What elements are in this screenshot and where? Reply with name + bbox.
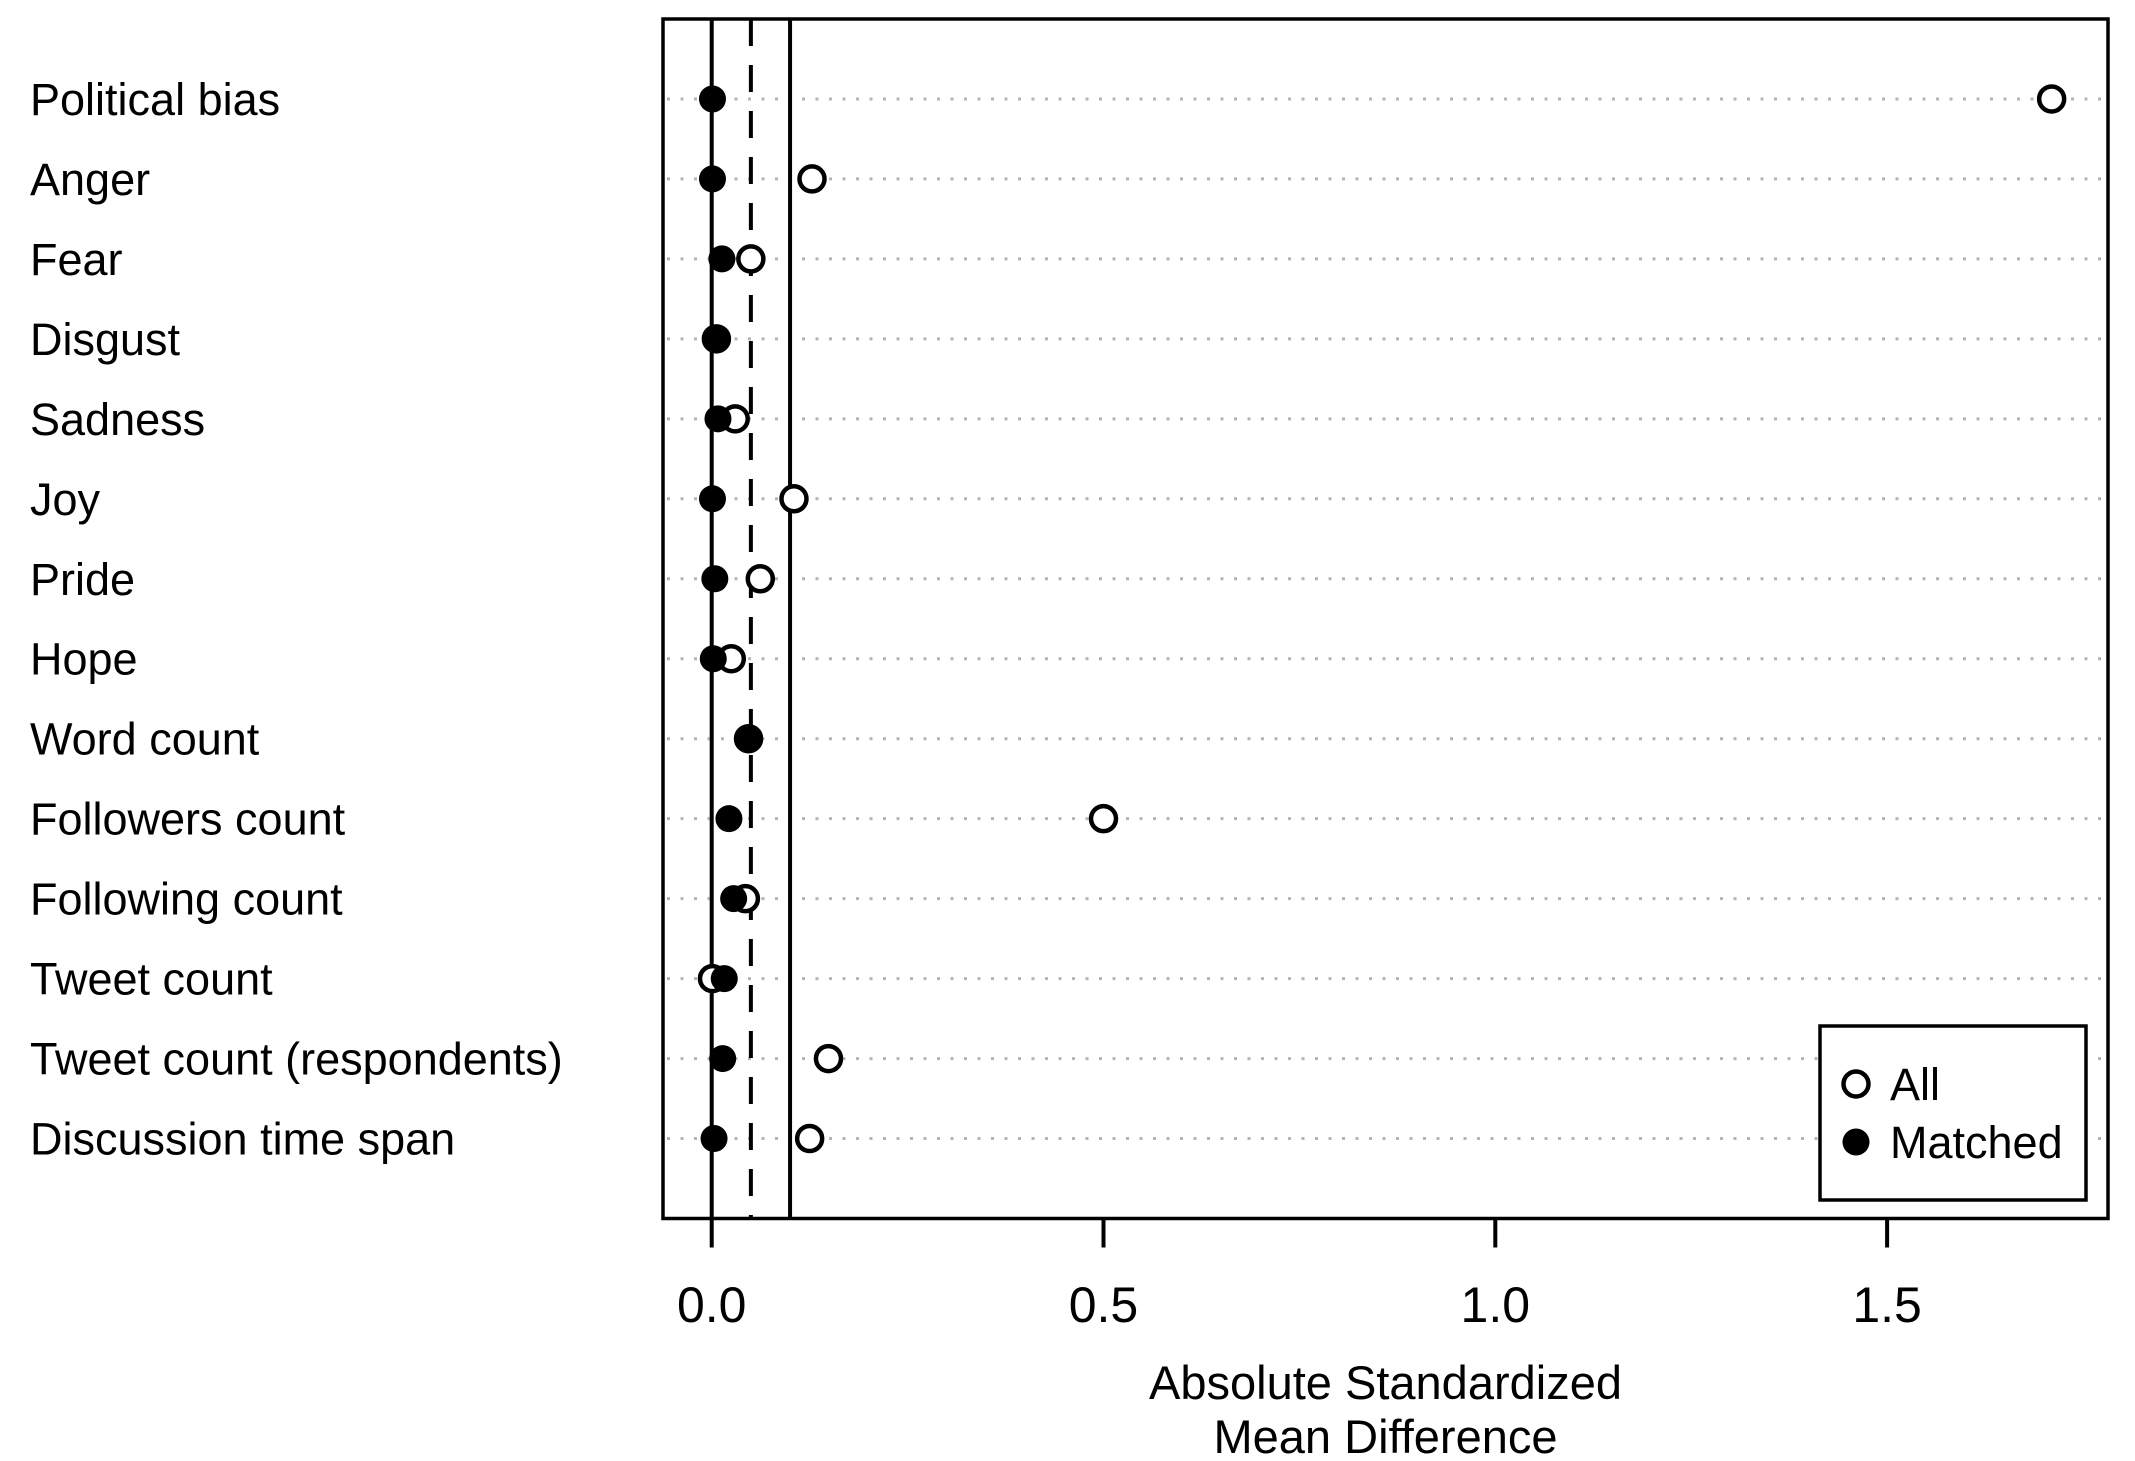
x-tick-label-1.0: 1.0 [1461, 1277, 1531, 1333]
point-all-5 [779, 484, 809, 514]
point-matched-10 [720, 885, 748, 913]
point-matched-13 [700, 1125, 728, 1153]
legend-label-all: All [1890, 1059, 1940, 1110]
point-matched-0 [698, 85, 726, 113]
x-axis-title-line2: Mean Difference [1214, 1410, 1558, 1461]
point-matched-9 [715, 805, 743, 833]
legend-filled-circle-icon [1842, 1128, 1870, 1156]
category-label-13: Discussion time span [30, 1114, 455, 1165]
gridlines [667, 97, 2104, 1141]
point-all-2 [736, 244, 766, 274]
point-matched-7 [699, 645, 727, 673]
category-label-6: Pride [30, 554, 135, 605]
point-matched-3 [702, 325, 730, 353]
point-matched-4 [704, 405, 732, 433]
category-labels: Political bias Anger Fear Disgust Sadness Joy… [30, 74, 563, 1165]
point-all-0 [2036, 84, 2067, 114]
legend: All Matched [1818, 1024, 2088, 1202]
x-axis-title: Absolute Standardized Mean Difference [1149, 1356, 1622, 1461]
plot-border [661, 17, 2110, 1221]
reference-lines [709, 19, 793, 1219]
category-label-1: Anger [30, 154, 150, 205]
category-label-7: Hope [30, 634, 138, 685]
point-matched-8 [735, 725, 763, 753]
x-tick-label-0.5: 0.5 [1069, 1277, 1139, 1333]
point-all-1 [797, 164, 827, 194]
category-label-5: Joy [30, 474, 101, 525]
point-matched-5 [698, 485, 726, 513]
point-matched-2 [708, 245, 736, 273]
category-label-9: Followers count [30, 794, 346, 845]
point-matched-6 [701, 565, 729, 593]
point-matched-11 [710, 965, 738, 993]
point-all-9 [1088, 803, 1119, 834]
data-points [697, 84, 2067, 1154]
point-matched-1 [698, 165, 726, 193]
legend-label-matched: Matched [1890, 1117, 2063, 1168]
legend-box [1818, 1024, 2088, 1202]
x-tick-label-0.0: 0.0 [677, 1277, 747, 1333]
point-all-6 [745, 564, 776, 594]
category-label-0: Political bias [30, 74, 280, 125]
point-all-12 [813, 1043, 844, 1074]
category-label-3: Disgust [30, 314, 181, 365]
x-axis-ticks: 0.0 0.5 1.0 1.5 [677, 1218, 1922, 1333]
x-axis-title-line1: Absolute Standardized [1149, 1356, 1622, 1409]
category-label-12: Tweet count (respondents) [30, 1034, 563, 1085]
point-matched-12 [709, 1045, 737, 1073]
category-label-11: Tweet count [30, 954, 273, 1005]
x-tick-label-1.5: 1.5 [1852, 1277, 1922, 1333]
category-label-4: Sadness [30, 394, 205, 445]
category-label-10: Following count [30, 874, 343, 925]
category-label-8: Word count [30, 714, 260, 765]
category-label-2: Fear [30, 234, 123, 285]
point-all-13 [794, 1123, 825, 1154]
legend-open-circle-icon [1841, 1069, 1871, 1099]
